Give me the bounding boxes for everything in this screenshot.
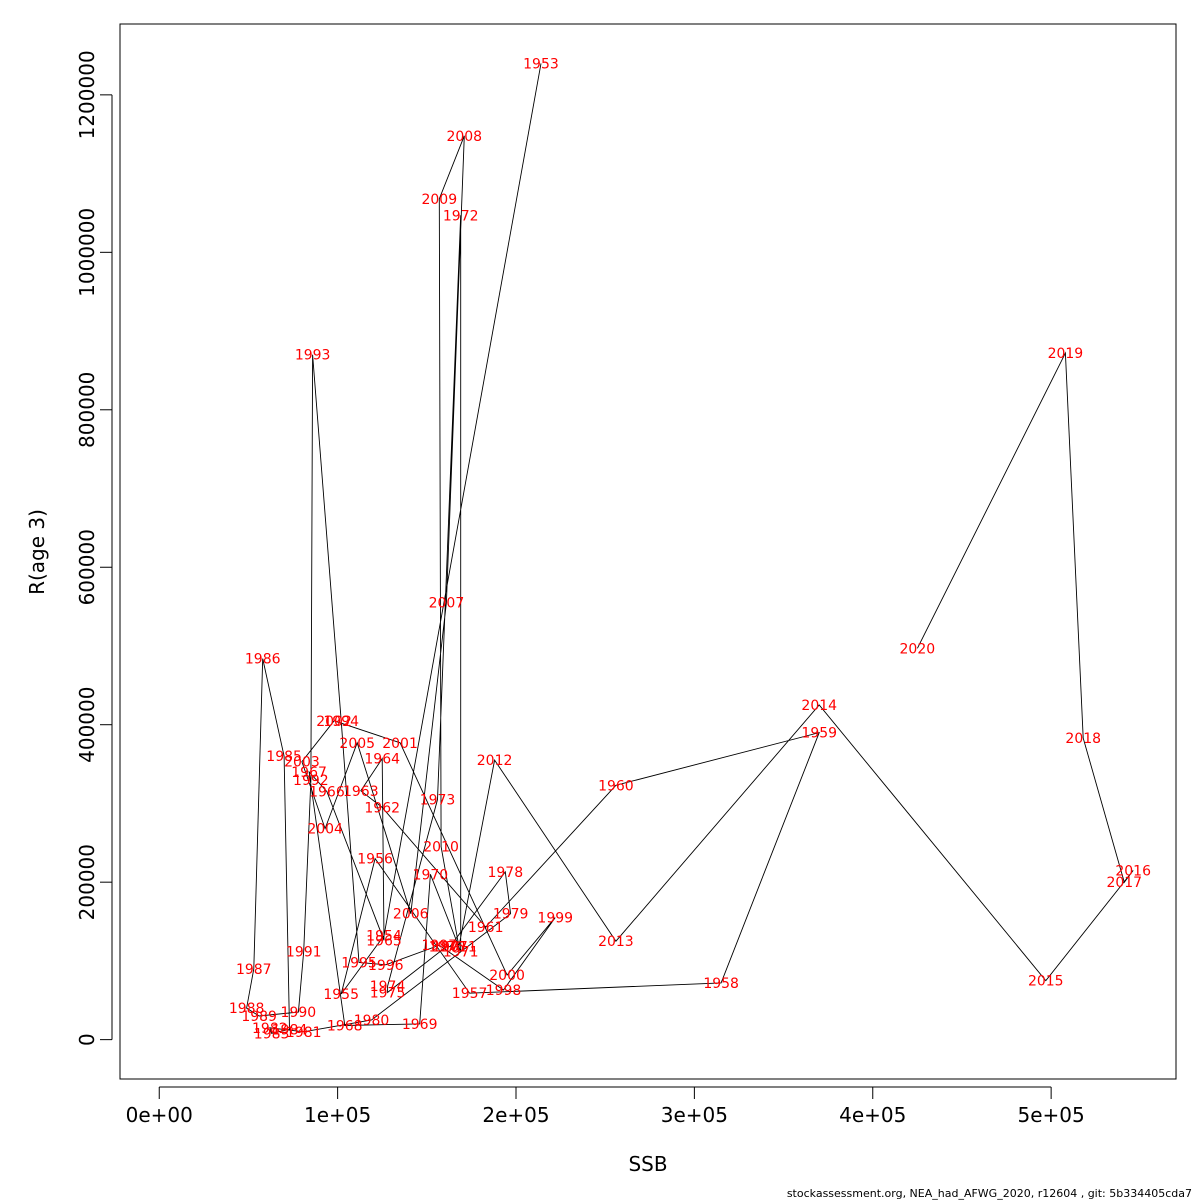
- point-label-1968: 1968: [327, 1018, 363, 1034]
- point-label-1971: 1971: [443, 944, 479, 960]
- point-label-1990: 1990: [281, 1005, 317, 1021]
- point-label-1994: 1994: [323, 714, 359, 730]
- point-label-1996: 1996: [368, 958, 404, 974]
- point-label-2007: 2007: [429, 596, 465, 612]
- x-tick-label: 4e+05: [839, 1103, 906, 1127]
- point-label-1967: 1967: [291, 765, 327, 781]
- y-tick-label: 600000: [75, 529, 99, 605]
- point-label-2010: 2010: [423, 840, 459, 856]
- point-label-2011: 2011: [441, 940, 477, 956]
- point-label-1965: 1965: [366, 933, 402, 949]
- point-label-2019: 2019: [1048, 346, 1084, 362]
- point-label-1953: 1953: [523, 56, 559, 72]
- point-label-2017: 2017: [1106, 875, 1142, 891]
- y-axis-title: R(age 3): [25, 509, 49, 595]
- point-label-1970: 1970: [413, 867, 449, 883]
- point-label-1983: 1983: [254, 1026, 290, 1042]
- point-label-1997: 1997: [421, 938, 457, 954]
- point-label-1976: 1976: [429, 940, 465, 956]
- point-label-1975: 1975: [370, 985, 406, 1001]
- point-label-1979: 1979: [493, 907, 529, 923]
- y-tick-label: 0: [75, 1033, 99, 1046]
- point-label-2015: 2015: [1028, 974, 1064, 990]
- point-label-1991: 1991: [286, 944, 322, 960]
- point-label-2002: 2002: [316, 714, 352, 730]
- point-label-1993: 1993: [295, 348, 331, 364]
- point-label-2008: 2008: [446, 129, 482, 145]
- point-label-1980: 1980: [354, 1013, 390, 1029]
- point-label-1986: 1986: [245, 652, 281, 668]
- point-label-1963: 1963: [343, 784, 379, 800]
- y-tick-label: 1200000: [75, 50, 99, 139]
- point-label-1998: 1998: [486, 983, 522, 999]
- point-label-2001: 2001: [382, 736, 418, 752]
- x-tick-label: 1e+05: [304, 1103, 371, 1127]
- point-label-group: 1953 1954 1955 1956 1957 1958 1959 1960 1961 1962…: [229, 56, 1151, 1042]
- point-label-1988: 1988: [229, 1001, 265, 1017]
- point-label-1957: 1957: [452, 986, 488, 1002]
- y-tick-label: 1000000: [75, 208, 99, 297]
- point-label-1989: 1989: [241, 1009, 277, 1025]
- point-label-2018: 2018: [1065, 731, 1101, 747]
- series-line-group: [246, 63, 1134, 1034]
- x-axis: 0e+00 1e+05 2e+05 3e+05 4e+05 5e+05: [126, 1086, 1085, 1127]
- point-label-2016: 2016: [1115, 863, 1151, 879]
- point-label-2004: 2004: [307, 822, 343, 838]
- footer-text: stockassessment.org, NEA_had_AFWG_2020, …: [787, 1187, 1192, 1200]
- point-label-2005: 2005: [339, 736, 375, 752]
- x-tick-label: 3e+05: [661, 1103, 728, 1127]
- y-tick-label: 800000: [75, 372, 99, 448]
- point-label-1960: 1960: [598, 778, 634, 794]
- point-label-1987: 1987: [236, 962, 272, 978]
- point-label-1974: 1974: [370, 979, 406, 995]
- point-label-2009: 2009: [421, 192, 457, 208]
- point-label-1977: 1977: [432, 940, 468, 956]
- y-tick-label: 400000: [75, 687, 99, 763]
- y-tick-label: 200000: [75, 844, 99, 920]
- point-label-1985: 1985: [266, 749, 302, 765]
- point-label-1999: 1999: [537, 911, 573, 927]
- point-label-1954: 1954: [366, 929, 402, 945]
- point-label-2012: 2012: [477, 753, 513, 769]
- point-label-1955: 1955: [323, 987, 359, 1003]
- point-label-2003: 2003: [284, 755, 320, 771]
- x-tick-label: 5e+05: [1018, 1103, 1085, 1127]
- point-label-2000: 2000: [489, 968, 525, 984]
- point-label-2013: 2013: [598, 934, 634, 950]
- point-label-1959: 1959: [801, 726, 837, 742]
- plot-frame: [119, 23, 1177, 1080]
- point-label-2006: 2006: [393, 907, 429, 923]
- point-label-1962: 1962: [364, 800, 400, 816]
- point-label-1964: 1964: [364, 752, 400, 768]
- point-label-1972: 1972: [443, 208, 479, 224]
- point-label-2014: 2014: [801, 698, 837, 714]
- point-label-1995: 1995: [341, 955, 377, 971]
- point-label-2020: 2020: [900, 641, 936, 657]
- x-tick-label: 2e+05: [482, 1103, 549, 1127]
- point-label-1956: 1956: [357, 852, 393, 868]
- point-label-1966: 1966: [309, 785, 345, 801]
- point-label-1961: 1961: [468, 920, 504, 936]
- series-line: [246, 63, 1134, 1034]
- point-label-1978: 1978: [487, 865, 523, 881]
- point-label-1969: 1969: [402, 1017, 438, 1033]
- point-label-1981: 1981: [286, 1025, 322, 1041]
- point-label-1984: 1984: [272, 1022, 308, 1038]
- x-axis-title: SSB: [628, 1152, 667, 1176]
- point-label-1958: 1958: [703, 976, 739, 992]
- x-tick-label: 0e+00: [126, 1103, 193, 1127]
- point-label-1973: 1973: [420, 793, 456, 809]
- point-label-1982: 1982: [252, 1021, 288, 1037]
- point-label-1992: 1992: [293, 773, 329, 789]
- y-axis: 0 200000 400000 600000 800000 1000000 1200000: [75, 50, 113, 1046]
